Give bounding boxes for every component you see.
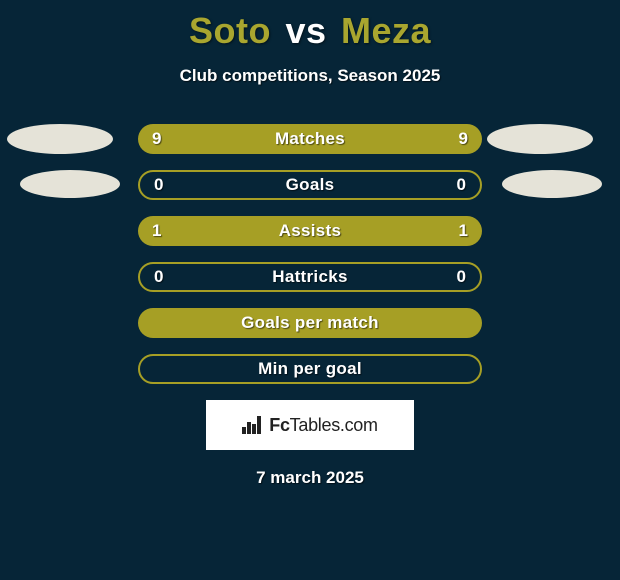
team-color-ellipse — [487, 124, 593, 154]
stat-label: Goals — [286, 175, 335, 195]
stat-label: Matches — [275, 129, 345, 149]
stat-value-left: 0 — [154, 267, 163, 287]
bars-icon — [242, 416, 264, 434]
stat-value-left: 9 — [152, 129, 161, 149]
stat-row: Goals 0 0 — [138, 170, 482, 200]
title-vs: vs — [285, 10, 326, 51]
logo: FcTables.com — [242, 415, 377, 436]
stat-value-right: 0 — [457, 175, 466, 195]
comparison-stage: Matches99Goals00Assists11Hattricks00Goal… — [0, 124, 620, 384]
stat-value-right: 0 — [457, 267, 466, 287]
stat-row: Goals per match — [138, 308, 482, 338]
stat-label: Min per goal — [258, 359, 362, 379]
stat-row: Hattricks 0 0 — [138, 262, 482, 292]
stat-value-right: 1 — [459, 221, 468, 241]
date: 7 march 2025 — [0, 468, 620, 488]
page-title: Soto vs Meza — [0, 0, 620, 52]
stat-value-left: 0 — [154, 175, 163, 195]
stat-label: Goals per match — [241, 313, 379, 333]
logo-suffix: .com — [340, 415, 378, 435]
team-color-ellipse — [7, 124, 113, 154]
subtitle: Club competitions, Season 2025 — [0, 66, 620, 86]
stat-row: Min per goal — [138, 354, 482, 384]
team-color-ellipse — [502, 170, 602, 198]
stat-value-left: 1 — [152, 221, 161, 241]
stat-row: Matches 9 9 — [138, 124, 482, 154]
stat-label: Hattricks — [272, 267, 347, 287]
team-color-ellipse — [20, 170, 120, 198]
logo-text: FcTables.com — [269, 415, 377, 436]
stat-row: Assists 1 1 — [138, 216, 482, 246]
title-player1: Soto — [189, 10, 271, 51]
stat-label: Assists — [279, 221, 342, 241]
logo-box: FcTables.com — [206, 400, 414, 450]
title-player2: Meza — [341, 10, 431, 51]
logo-main: Tables — [290, 415, 340, 435]
logo-prefix: Fc — [269, 415, 289, 435]
stat-value-right: 9 — [459, 129, 468, 149]
